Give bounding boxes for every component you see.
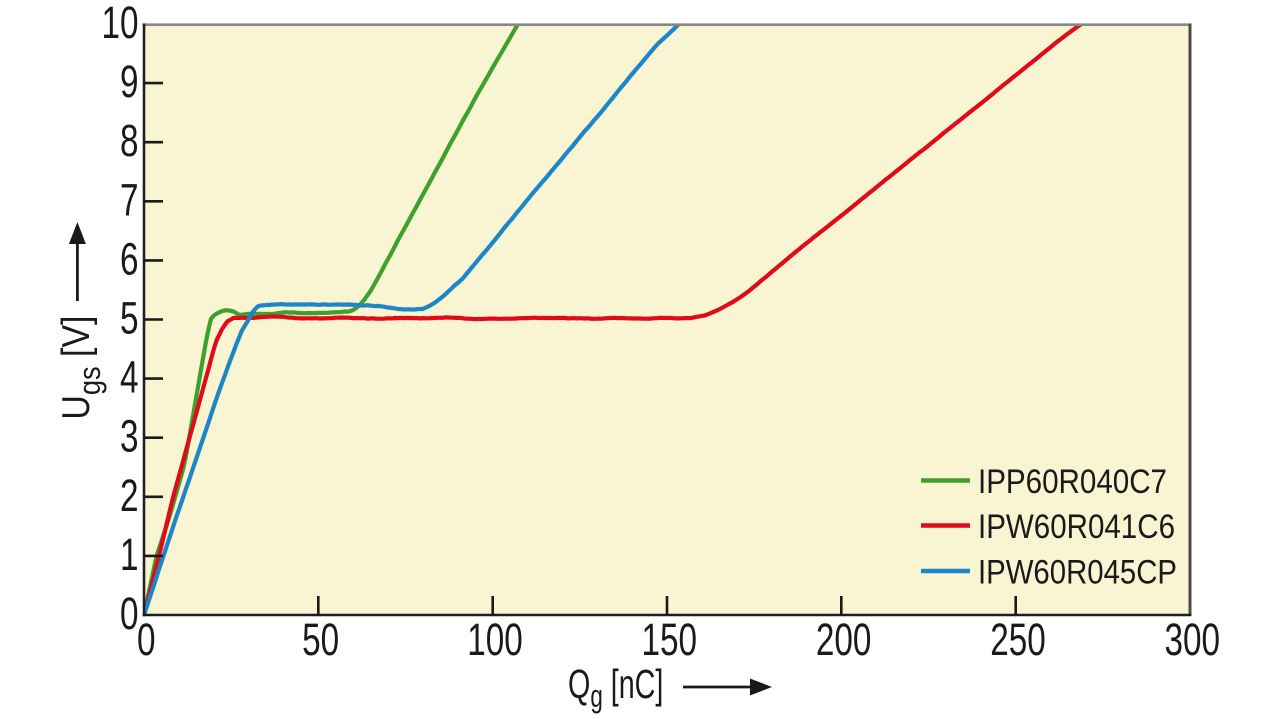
svg-text:IPP60R040C7: IPP60R040C7 [978,463,1167,501]
svg-text:2: 2 [120,471,139,521]
svg-text:6: 6 [120,235,139,285]
svg-text:IPW60R045CP: IPW60R045CP [978,554,1177,592]
svg-text:250: 250 [990,615,1046,665]
svg-text:7: 7 [120,176,139,226]
svg-text:8: 8 [120,116,139,166]
svg-text:1: 1 [120,530,139,580]
svg-text:200: 200 [816,615,872,665]
svg-text:0: 0 [137,615,156,665]
svg-text:3: 3 [120,412,139,462]
svg-text:50: 50 [302,615,339,665]
svg-text:300: 300 [1165,615,1221,665]
svg-text:0: 0 [120,589,139,639]
svg-text:10: 10 [101,0,138,48]
svg-text:150: 150 [642,615,698,665]
svg-text:4: 4 [120,353,139,403]
svg-text:9: 9 [120,57,139,107]
svg-text:100: 100 [467,615,523,665]
svg-text:Qg [nC]: Qg [nC] [568,662,663,714]
svg-text:IPW60R041C6: IPW60R041C6 [978,508,1175,546]
svg-text:5: 5 [120,294,139,344]
